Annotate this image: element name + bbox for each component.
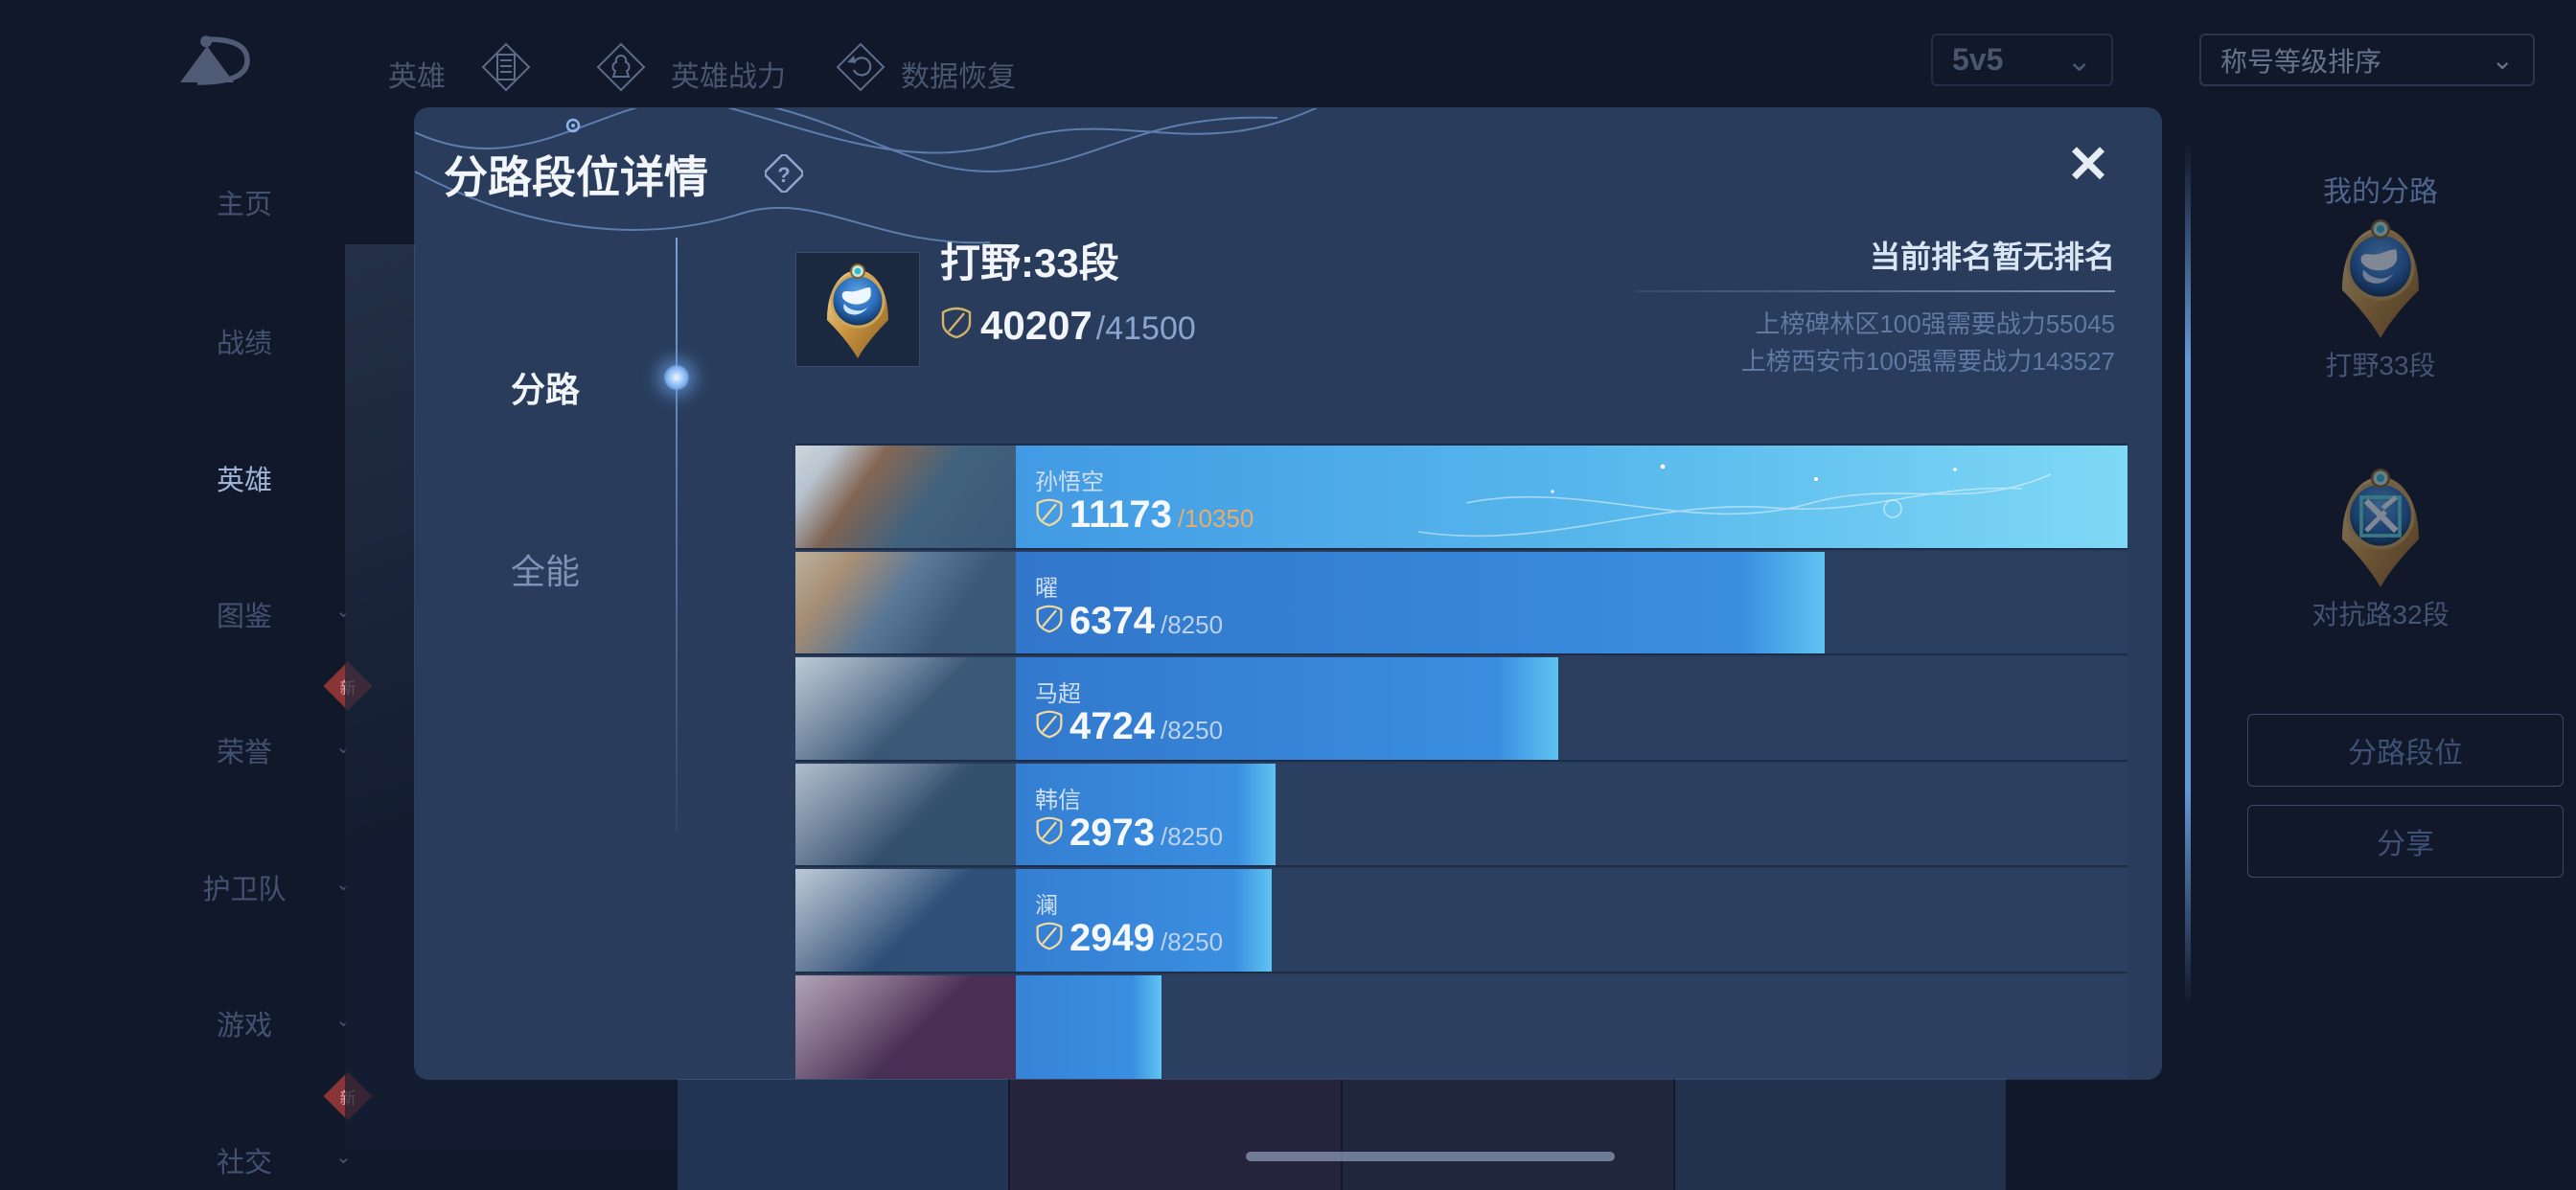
svg-text:?: ? [777,163,790,187]
